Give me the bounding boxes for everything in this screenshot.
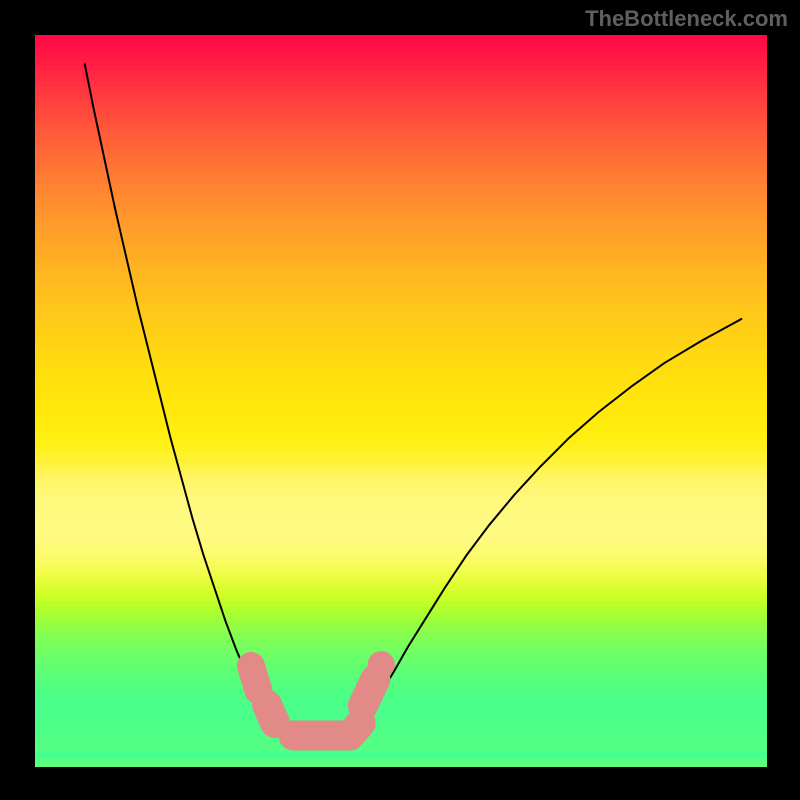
bottleneck-curve-chart: [0, 0, 800, 800]
